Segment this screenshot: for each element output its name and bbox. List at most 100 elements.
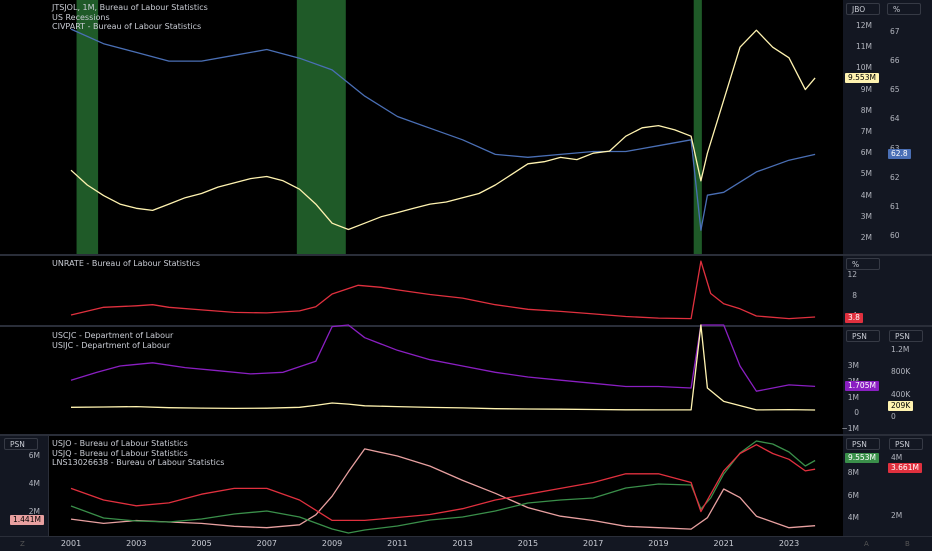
x-axis-tick: 2013 — [452, 539, 473, 548]
uscjc-axis-tick: 3M — [847, 361, 859, 370]
series-usjq[interactable] — [70, 444, 816, 522]
usijc-axis-tick: 0 — [891, 412, 896, 421]
series-civpart[interactable] — [70, 28, 816, 231]
legend-2: UNRATE - Bureau of Labour Statistics — [52, 259, 200, 269]
legend-lns[interactable]: LNS13026638 - Bureau of Labour Statistic… — [52, 458, 225, 467]
civpart-axis-tick: 62 — [890, 172, 900, 182]
chart-svg-3 — [70, 324, 816, 411]
legend-civpart[interactable]: CIVPART - Bureau of Labour Statistics — [52, 22, 202, 31]
x-axis-tick: 2011 — [387, 539, 408, 548]
pane-separator-2[interactable] — [0, 325, 932, 327]
lns-axis-tick: 4M — [28, 479, 40, 488]
scale-button-percent[interactable]: % — [887, 3, 921, 15]
series-lns[interactable] — [70, 448, 816, 530]
tag-unrate: 3.8 — [845, 313, 863, 323]
recession-band — [296, 0, 346, 254]
x-axis-tick: 2009 — [321, 539, 343, 548]
civpart-axis-tick: 63 — [890, 144, 900, 153]
tag-jtsjol: 9.553M — [845, 73, 879, 83]
x-axis-tick: 2021 — [713, 539, 734, 548]
scale-button-psn-right[interactable]: PSN — [889, 330, 923, 342]
pane-separator-3[interactable] — [0, 434, 932, 436]
civpart-axis-tick: 67 — [890, 27, 900, 36]
chart-svg-2 — [70, 260, 816, 320]
series-usijc[interactable] — [70, 324, 816, 411]
uscjc-axis-tick: 1M — [847, 392, 859, 402]
usjq-axis-tick: 4M — [891, 453, 903, 462]
usjo-axis-tick: 6M — [847, 490, 859, 500]
plot-area-4[interactable] — [0, 436, 843, 536]
pane-jobs: PSN USJO - Bureau of Labour Statistics U… — [0, 436, 932, 536]
tag-uscjc: 1.705M — [845, 381, 879, 391]
uscjc-axis-tick: −1M — [841, 424, 859, 433]
civpart-axis-tick: 64 — [890, 114, 900, 124]
series-jtsjol[interactable] — [70, 29, 816, 231]
legend-jtsjol[interactable]: JTSJOL, 1M, Bureau of Labour Statistics — [52, 3, 208, 12]
jtsjol-axis-tick: 8M — [860, 105, 872, 115]
jtsjol-axis-tick: 6M — [860, 148, 872, 158]
legend-usjo[interactable]: USJO - Bureau of Labour Statistics — [52, 439, 188, 448]
x-axis-tick: 2017 — [582, 539, 604, 548]
tag-usijc: 209K — [888, 401, 914, 411]
recession-band — [693, 0, 702, 254]
scale-button-psn-right-4[interactable]: PSN — [889, 438, 923, 450]
corner-label-a[interactable]: A — [864, 540, 869, 548]
scale-button-psn-left-4[interactable]: PSN — [846, 438, 880, 450]
tag-usjq: 3.661M — [888, 463, 922, 473]
jtsjol-axis-tick: 5M — [860, 169, 872, 179]
civpart-axis-tick: 65 — [890, 85, 900, 95]
recession-band — [76, 0, 99, 254]
corner-label-b[interactable]: B — [905, 540, 910, 548]
tag-lns: 1.441M — [10, 515, 44, 525]
jtsjol-axis-tick: 4M — [860, 190, 872, 200]
lns-axis-tick: 6M — [28, 451, 40, 460]
pane-claims: USCJC - Department of Labour USIJC - Dep… — [0, 324, 932, 434]
legend-recessions[interactable]: US Recessions — [52, 12, 110, 22]
usjo-axis-tick: 8M — [847, 468, 859, 477]
plot-area-1[interactable] — [0, 0, 843, 254]
jtsjol-axis-tick: 3M — [860, 211, 872, 221]
pane-unrate: UNRATE - Bureau of Labour Statistics % 1… — [0, 256, 932, 325]
unrate-axis-tick: 8 — [852, 290, 857, 300]
x-axis-tick: 2001 — [60, 539, 82, 548]
x-axis-tick: 2023 — [778, 539, 800, 548]
tag-usjo: 9.553M — [845, 453, 879, 463]
x-axis-tick: 2019 — [648, 539, 669, 548]
jtsjol-axis-tick: 9M — [860, 84, 872, 94]
x-axis-tick: 2005 — [191, 539, 212, 548]
series-unrate[interactable] — [70, 260, 816, 320]
corner-label-z[interactable]: Z — [20, 540, 25, 548]
jtsjol-axis-tick: 10M — [855, 63, 872, 73]
scale-button-psn-far-left[interactable]: PSN — [4, 438, 38, 450]
usjq-axis-tick: 2M — [891, 511, 903, 520]
usijc-axis-tick: 1.2M — [891, 345, 910, 354]
time-axis[interactable]: 2001 2003 2005 2007 2009 2011 2013 2015 2017 2019… — [0, 536, 932, 551]
series-usjo[interactable] — [70, 440, 816, 534]
scale-button-psn-left[interactable]: PSN — [846, 330, 880, 342]
x-axis-tick: 2015 — [517, 539, 539, 548]
scale-button-unrate[interactable]: % — [846, 258, 880, 270]
usjo-axis-tick: 4M — [847, 513, 859, 522]
pane-separator-1[interactable] — [0, 254, 932, 256]
scale-button-jbo[interactable]: JBO — [846, 3, 880, 15]
jtsjol-axis-tick: 11M — [855, 42, 872, 52]
x-axis-tick: 2003 — [126, 539, 147, 548]
usijc-axis-tick: 400K — [891, 389, 911, 399]
jtsjol-axis-tick: 12M — [855, 21, 872, 30]
legend-usjq[interactable]: USJQ - Bureau of Labour Statistics — [52, 448, 188, 458]
legend-unrate[interactable]: UNRATE - Bureau of Labour Statistics — [52, 259, 201, 268]
legend-1: JTSJOL, 1M, Bureau of Labour Statistics … — [52, 3, 208, 32]
usijc-axis-tick: 800K — [891, 367, 911, 377]
civpart-axis-tick: 60 — [890, 231, 900, 240]
jtsjol-axis-tick: 2M — [860, 233, 872, 242]
legend-usijc[interactable]: USIJC - Department of Labour — [52, 340, 171, 350]
chart-svg-4 — [70, 440, 816, 534]
pane-jtsjol: JTSJOL, 1M, Bureau of Labour Statistics … — [0, 0, 932, 254]
legend-4: USJO - Bureau of Labour Statistics USJQ … — [52, 439, 224, 468]
x-axis-tick: 2007 — [256, 539, 277, 548]
legend-uscjc[interactable]: USCJC - Department of Labour — [52, 331, 174, 340]
uscjc-axis-tick: 0 — [854, 408, 859, 418]
lns-axis-tick: 2M — [28, 507, 40, 516]
unrate-axis-tick: 12 — [847, 270, 857, 279]
series-uscjc[interactable] — [70, 324, 816, 392]
